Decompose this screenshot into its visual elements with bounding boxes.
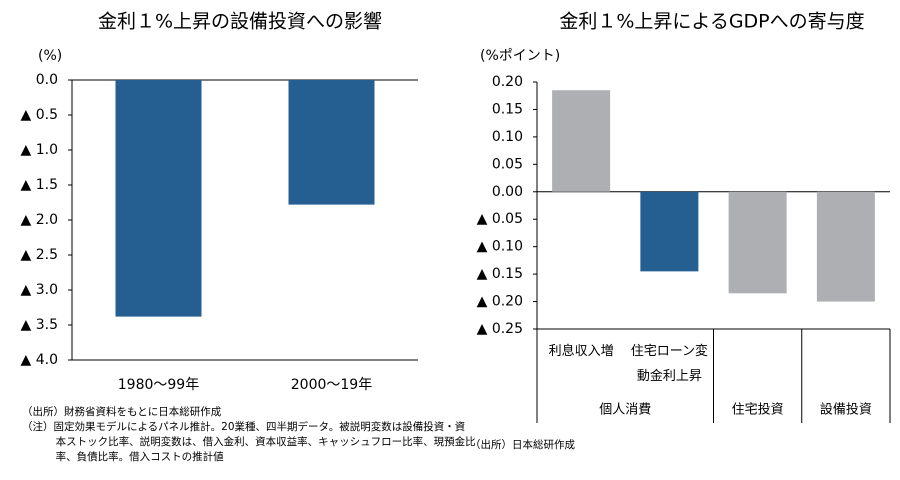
y-tick-label: ▲ 0.20 [477,294,523,310]
y-tick-label: 0.00 [492,184,523,200]
y-tick-label: ▲ 1.5 [21,177,58,193]
y-tick-label: 0.05 [492,156,523,172]
x-tick-label: 住宅ローン変動金利上昇 [630,344,709,384]
y-tick-label: ▲ 1.0 [21,142,58,158]
note: （注）固定効果モデルによるパネル推計。20業種、四半期データ。被説明変数は設備投… [22,421,476,463]
bar [728,191,787,294]
y-tick-label: ▲ 4.0 [21,352,58,368]
bar [115,80,202,317]
note: （出所）日本総研作成 [470,439,575,451]
y-tick-label: ▲ 0.05 [477,211,523,227]
bar [816,191,875,302]
bar [288,80,375,205]
y-tick-label: 0.15 [492,101,523,117]
bar [640,191,699,272]
y-unit: (%) [38,48,62,64]
x-tick-label: 2000～19年 [291,377,372,393]
y-tick-label: ▲ 0.15 [477,266,523,282]
x-tick-label: 利息収入増 [548,344,614,359]
y-tick-label: ▲ 3.5 [21,317,58,333]
chart-title: 金利１%上昇の設備投資への影響 [98,11,382,33]
y-tick-label: ▲ 2.0 [21,212,58,228]
x-tick-label: 1980～99年 [118,377,199,393]
bar [552,90,611,192]
y-tick-label: ▲ 3.0 [21,282,58,298]
group-label: 住宅投資 [732,402,784,418]
group-label: 個人消費 [599,403,651,418]
y-tick-label: ▲ 0.10 [477,239,523,255]
y-tick-label: ▲ 2.5 [21,247,58,263]
y-tick-label: 0.20 [492,74,523,90]
y-tick-label: ▲ 0.25 [477,321,523,337]
y-tick-label: ▲ 0.5 [21,107,58,123]
group-label: 設備投資 [820,402,872,418]
y-tick-label: 0.0 [36,72,58,88]
note: （出所）財務省資料をもとに日本総研作成 [22,406,222,418]
y-tick-label: 0.10 [492,129,523,145]
y-unit: (%ポイント) [480,48,560,64]
chart-title: 金利１%上昇によるGDPへの寄与度 [559,11,864,33]
